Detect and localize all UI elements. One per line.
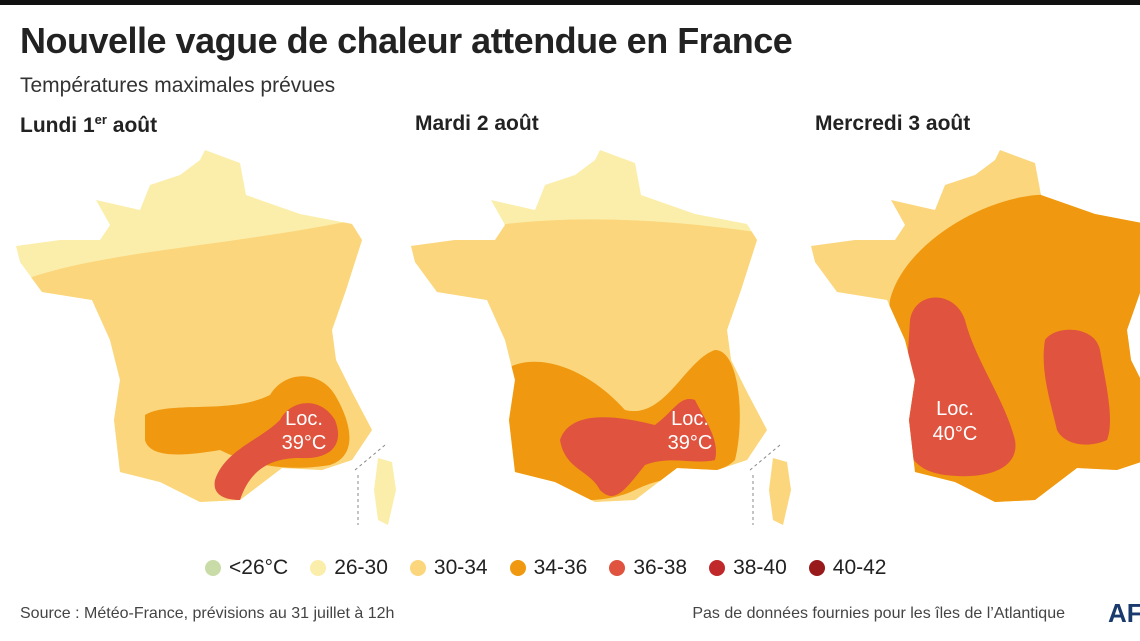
legend-swatch	[808, 560, 825, 576]
source: Source : Météo-France, prévisions au 31 …	[20, 605, 395, 622]
map-panel: Loc. 40°C	[811, 150, 1140, 502]
subtitle: Températures maximales prévues	[20, 74, 336, 97]
legend-swatch	[310, 560, 327, 576]
annotation: Loc.	[285, 408, 323, 430]
legend-swatch	[409, 560, 426, 576]
map-panel: Loc. 39°C	[411, 150, 791, 525]
panel-title-text: août	[106, 114, 158, 137]
annotation: Loc.	[671, 408, 709, 430]
annotation: 40°C	[933, 423, 978, 445]
maps: Loc. 39°C Loc. 39°C Loc. 40°C	[16, 150, 1140, 525]
temperature-zone	[214, 403, 339, 500]
legend-swatch	[609, 560, 626, 576]
legend-item: 34-36	[509, 556, 588, 580]
title: Nouvelle vague de chaleur attendue en Fr…	[20, 20, 793, 61]
panel-title: Mercredi 3 août	[815, 112, 971, 135]
legend-swatch	[205, 560, 221, 576]
legend-item: 30-34	[409, 556, 488, 580]
panel-title-sup: er	[94, 112, 107, 127]
annotation: 39°C	[668, 432, 713, 454]
annotation: 39°C	[282, 432, 327, 454]
temperature-zone	[1043, 329, 1110, 445]
panel-title: Mardi 2 août	[415, 112, 539, 135]
inset-line	[749, 444, 781, 525]
panel-title-text: Lundi 1	[20, 114, 95, 137]
legend-label: 26-30	[334, 556, 388, 579]
legend-label: 40-42	[832, 556, 887, 579]
logo: AFP	[1108, 598, 1140, 628]
legend-item: 36-38	[609, 556, 687, 580]
legend-label: 34-36	[533, 556, 588, 579]
corsica	[374, 458, 396, 525]
annotation: Loc.	[936, 398, 974, 420]
note: Pas de données fournies pour les îles de…	[692, 605, 1065, 622]
legend-label: <26°C	[229, 556, 289, 579]
panel-title: Lundi 1er août	[20, 112, 157, 138]
legend-swatch	[509, 560, 526, 576]
inset-line	[354, 444, 386, 525]
legend-label: 30-34	[433, 556, 488, 579]
map-panel: Loc. 39°C	[16, 150, 396, 525]
legend-label: 38-40	[733, 556, 787, 579]
legend-item: 38-40	[709, 556, 787, 580]
legend-item: <26°C	[205, 556, 288, 580]
legend-item: 26-30	[310, 556, 388, 580]
legend: <26°C 26-30 30-34 34-36 36-38 38-40 40-42	[205, 556, 887, 580]
legend-swatch	[709, 560, 726, 576]
temperature-zone	[903, 297, 1016, 477]
corsica	[769, 458, 791, 525]
legend-item: 40-42	[808, 556, 887, 580]
legend-label: 36-38	[633, 556, 688, 579]
temperature-zone	[560, 399, 716, 496]
top-bar	[0, 0, 1140, 5]
